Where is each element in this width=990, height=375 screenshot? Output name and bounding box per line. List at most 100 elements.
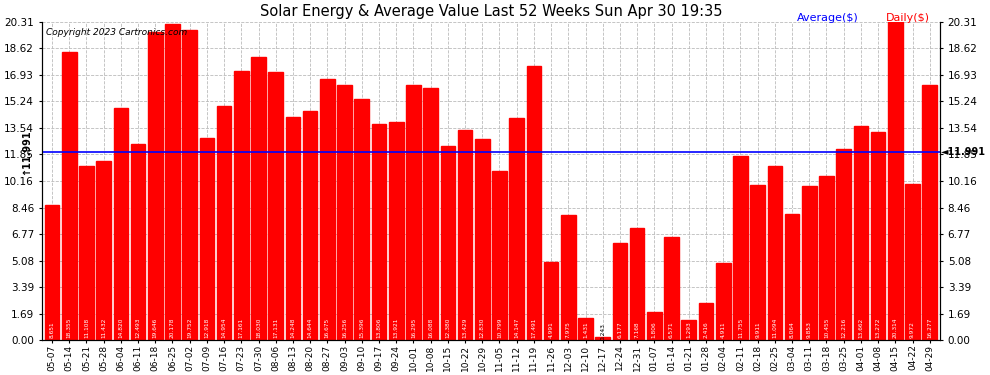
Bar — [734, 156, 747, 340]
Text: 6.571: 6.571 — [669, 321, 674, 338]
Bar — [148, 32, 162, 340]
Bar — [716, 263, 731, 340]
Bar — [354, 99, 369, 340]
Bar — [630, 228, 644, 340]
Text: 2.416: 2.416 — [704, 321, 709, 338]
Bar — [406, 85, 421, 340]
Bar — [837, 149, 851, 340]
Text: 12.380: 12.380 — [446, 318, 450, 338]
Text: 13.429: 13.429 — [462, 318, 467, 338]
Bar — [424, 88, 438, 340]
Bar — [785, 214, 799, 340]
Text: 14.248: 14.248 — [290, 318, 295, 338]
Text: 14.954: 14.954 — [222, 318, 227, 338]
Bar — [681, 320, 696, 340]
Bar — [699, 303, 714, 340]
Bar — [853, 126, 868, 341]
Text: 10.455: 10.455 — [824, 318, 829, 338]
Text: 20.314: 20.314 — [893, 318, 898, 338]
Text: 13.806: 13.806 — [376, 318, 381, 338]
Text: 17.491: 17.491 — [532, 318, 537, 338]
Text: 8.651: 8.651 — [50, 321, 54, 338]
Bar — [371, 124, 386, 340]
Text: 12.830: 12.830 — [480, 318, 485, 338]
Text: 14.820: 14.820 — [119, 318, 124, 338]
Bar — [510, 118, 524, 340]
Bar — [905, 184, 920, 340]
Text: Daily($): Daily($) — [886, 13, 930, 23]
Text: 12.493: 12.493 — [136, 318, 141, 338]
Text: 13.662: 13.662 — [858, 318, 863, 338]
Text: 13.921: 13.921 — [394, 318, 399, 338]
Bar — [750, 185, 765, 340]
Bar — [165, 24, 180, 340]
Text: 17.161: 17.161 — [239, 318, 244, 338]
Bar — [544, 262, 558, 340]
Bar — [767, 166, 782, 340]
Bar — [234, 71, 248, 340]
Bar — [527, 66, 542, 340]
Text: 12.216: 12.216 — [842, 318, 846, 338]
Bar — [595, 337, 610, 340]
Bar — [923, 85, 938, 340]
Text: 9.972: 9.972 — [910, 321, 915, 338]
Text: 16.088: 16.088 — [428, 318, 434, 338]
Text: 7.975: 7.975 — [566, 321, 571, 338]
Bar — [131, 144, 146, 340]
Bar — [268, 72, 283, 341]
Bar — [96, 161, 111, 340]
Text: Copyright 2023 Cartronics.com: Copyright 2023 Cartronics.com — [47, 28, 187, 37]
Text: 9.853: 9.853 — [807, 321, 812, 338]
Bar — [561, 215, 575, 340]
Bar — [114, 108, 128, 340]
Bar — [338, 86, 351, 340]
Bar — [888, 22, 903, 340]
Bar — [457, 130, 472, 340]
Bar — [664, 237, 679, 340]
Bar — [802, 186, 817, 340]
Title: Solar Energy & Average Value Last 52 Weeks Sun Apr 30 19:35: Solar Energy & Average Value Last 52 Wee… — [259, 4, 722, 19]
Text: 11.094: 11.094 — [772, 318, 777, 338]
Text: 4.991: 4.991 — [548, 321, 553, 338]
Text: 15.396: 15.396 — [359, 318, 364, 338]
Bar — [303, 111, 318, 340]
Text: 16.295: 16.295 — [411, 318, 416, 338]
Text: 1.806: 1.806 — [651, 321, 657, 338]
Text: ◄11.991: ◄11.991 — [940, 147, 986, 157]
Text: 16.675: 16.675 — [325, 318, 330, 338]
Bar — [286, 117, 300, 340]
Text: 8.064: 8.064 — [790, 321, 795, 338]
Text: 13.272: 13.272 — [875, 318, 881, 338]
Bar — [389, 122, 404, 340]
Text: 4.911: 4.911 — [721, 321, 726, 338]
Text: 19.646: 19.646 — [152, 318, 157, 338]
Text: 18.355: 18.355 — [66, 318, 71, 338]
Bar — [647, 312, 661, 340]
Text: 18.030: 18.030 — [256, 318, 261, 338]
Text: 17.131: 17.131 — [273, 318, 278, 338]
Text: 9.911: 9.911 — [755, 321, 760, 338]
Text: 16.277: 16.277 — [928, 318, 933, 338]
Bar — [475, 139, 490, 340]
Bar — [79, 166, 94, 340]
Text: 20.178: 20.178 — [170, 318, 175, 338]
Text: ↑11.991: ↑11.991 — [21, 129, 31, 175]
Text: 16.256: 16.256 — [343, 318, 347, 338]
Bar — [492, 171, 507, 340]
Bar — [182, 30, 197, 340]
Bar — [62, 53, 76, 340]
Bar — [613, 243, 628, 340]
Text: Average($): Average($) — [797, 13, 858, 23]
Bar — [217, 106, 232, 340]
Text: 14.147: 14.147 — [514, 318, 519, 338]
Text: 11.108: 11.108 — [84, 318, 89, 338]
Bar — [441, 146, 455, 340]
Bar — [320, 79, 335, 340]
Bar — [578, 318, 593, 340]
Bar — [819, 176, 834, 340]
Text: 11.755: 11.755 — [738, 318, 742, 338]
Text: 11.432: 11.432 — [101, 318, 106, 338]
Bar — [45, 205, 59, 340]
Text: 0.243: 0.243 — [600, 323, 605, 340]
Text: 7.168: 7.168 — [635, 321, 640, 338]
